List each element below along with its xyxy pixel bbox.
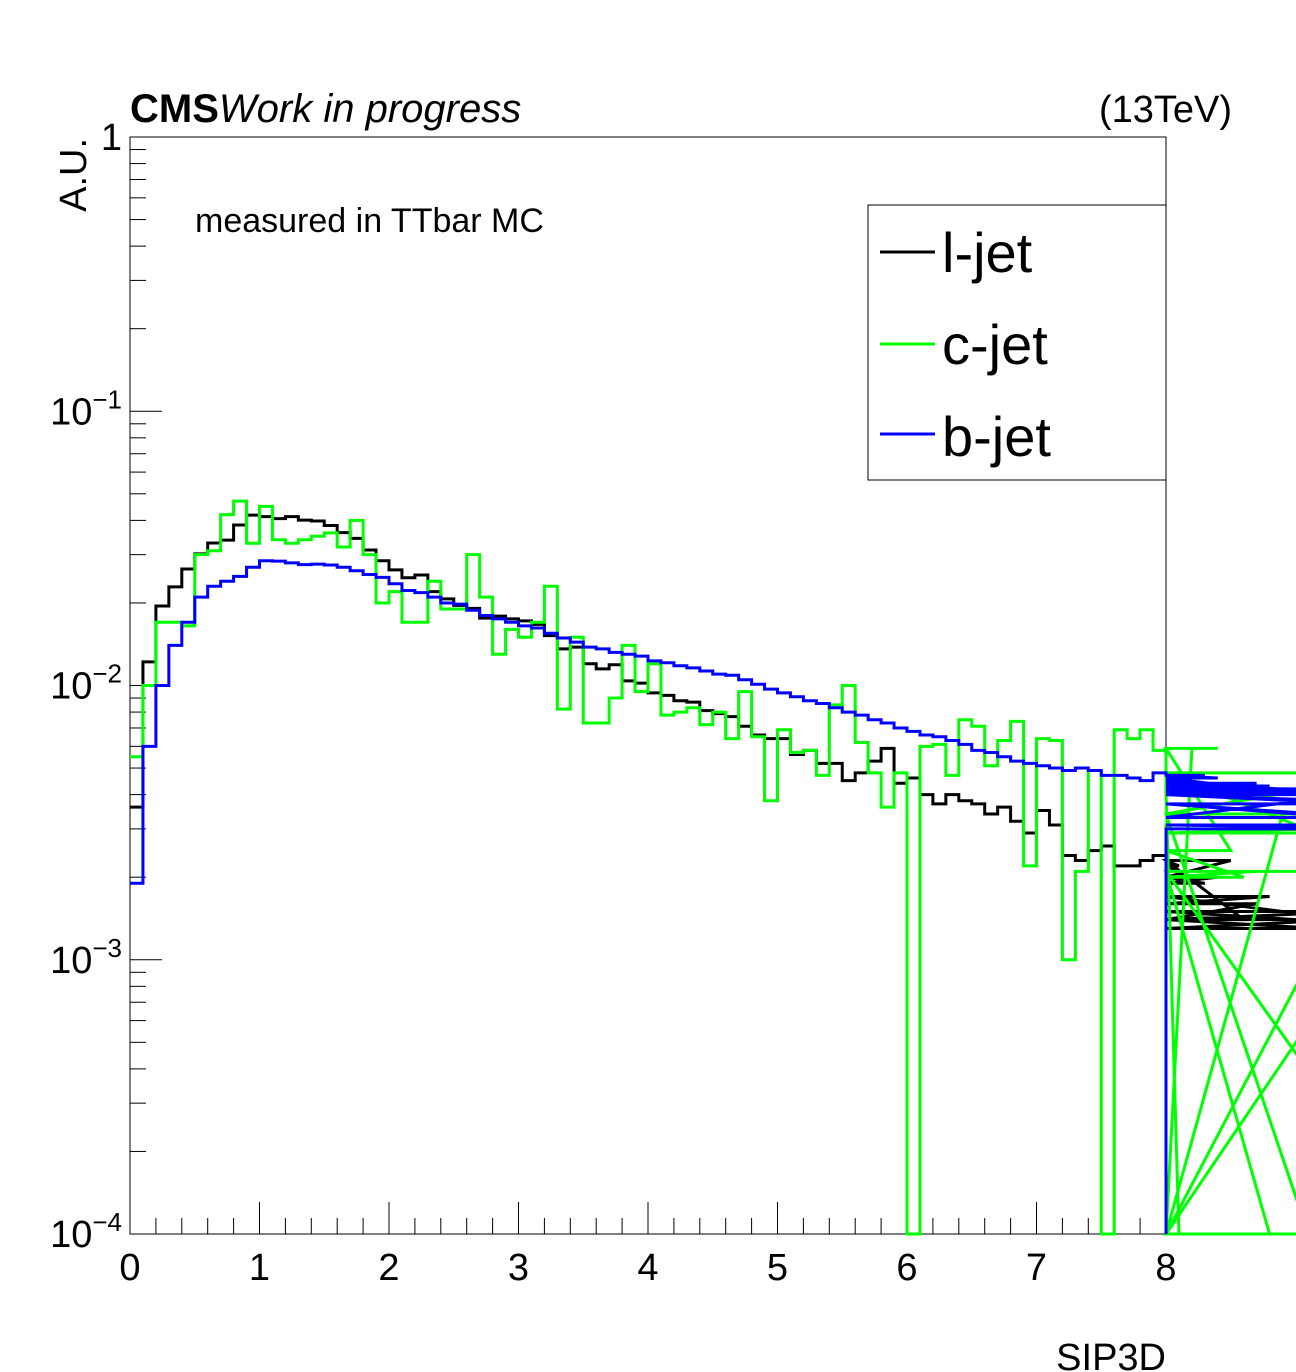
x-axis-title: SIP3D: [1056, 1337, 1166, 1372]
series-b-jet: [130, 559, 1296, 1234]
y-axis-title: A.U.: [53, 138, 95, 212]
y-tick-exponent: −1: [92, 384, 122, 414]
y-tick-label: 10−1: [50, 384, 122, 433]
x-tick-label: 0: [119, 1247, 140, 1289]
legend-label-b-jet: b-jet: [942, 405, 1051, 468]
axes: 0 1 2 3 4 5 6 7 810−410−310−210−11: [50, 117, 1177, 1289]
x-tick-label: 1: [249, 1247, 270, 1289]
series-l-jet: [130, 513, 1296, 1234]
y-tick-label: 10−3: [50, 933, 122, 982]
y-tick-base: 10: [50, 1214, 92, 1256]
series-c-jet: [130, 499, 1296, 1236]
x-tick-label: 4: [637, 1247, 658, 1289]
x-tick-label: 5: [767, 1247, 788, 1289]
x-tick-label: 2: [378, 1247, 399, 1289]
x-tick-label: 6: [896, 1247, 917, 1289]
svg-text:CMSWork in progress: CMSWork in progress: [130, 87, 521, 131]
plot-series: [130, 499, 1296, 1236]
y-tick-base: 10: [50, 391, 92, 433]
cms-label: CMS: [130, 87, 219, 131]
work-in-progress-label: Work in progress: [219, 87, 521, 131]
y-tick-base: 1: [101, 117, 122, 159]
x-tick-label: 8: [1155, 1247, 1176, 1289]
y-tick-base: 10: [50, 666, 92, 708]
y-tick-label: 10−4: [50, 1207, 122, 1256]
legend-label-l-jet: l-jet: [942, 221, 1033, 284]
y-tick-label: 10−2: [50, 659, 122, 708]
y-tick-label: 1: [101, 117, 122, 159]
legend-label-c-jet: c-jet: [942, 313, 1048, 376]
x-tick-label: 3: [508, 1247, 529, 1289]
y-tick-exponent: −4: [92, 1207, 122, 1237]
y-tick-base: 10: [50, 940, 92, 982]
y-tick-exponent: −3: [92, 933, 122, 963]
energy-label: (13TeV): [1099, 89, 1232, 131]
y-tick-exponent: −2: [92, 659, 122, 689]
annotation-label: measured in TTbar MC: [195, 202, 544, 240]
legend: l-jet c-jet b-jet: [867, 204, 1167, 481]
x-tick-label: 7: [1026, 1247, 1047, 1289]
